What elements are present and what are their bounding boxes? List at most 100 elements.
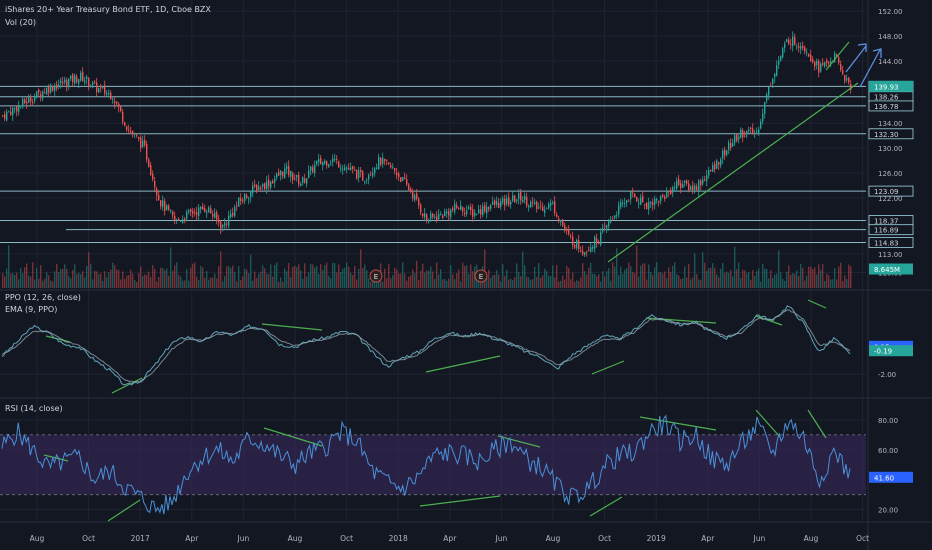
volume-bar — [582, 263, 584, 288]
candle-body — [412, 192, 414, 199]
candle-body — [68, 79, 70, 88]
volume-bar — [442, 279, 444, 288]
candle-body — [546, 208, 548, 210]
price-axis-tick-label: 152.00 — [878, 8, 903, 16]
candle-body — [300, 183, 302, 187]
candle-body — [828, 62, 830, 64]
volume-bar — [358, 268, 360, 288]
candle-body — [118, 103, 120, 108]
volume-bar — [814, 267, 816, 288]
candle-body — [234, 207, 236, 217]
candle-body — [120, 106, 122, 112]
volume-bar — [140, 266, 142, 288]
volume-bar — [504, 275, 506, 288]
volume-bar — [146, 275, 148, 288]
volume-bar — [654, 267, 656, 288]
candle-body — [660, 196, 662, 202]
rsi-divergence-line — [589, 496, 623, 517]
volume-bar — [84, 277, 86, 288]
ppo-divergence-line — [45, 335, 71, 343]
volume-bar — [728, 273, 730, 288]
candle-body — [126, 126, 128, 130]
volume-bar — [592, 273, 594, 288]
volume-bar — [246, 269, 248, 288]
candle-body — [208, 207, 210, 213]
candle-body — [850, 83, 852, 90]
volume-bar — [692, 277, 694, 288]
volume-bar — [100, 273, 102, 288]
x-axis-tick-label: 2018 — [389, 534, 408, 543]
volume-bar — [628, 262, 630, 288]
volume-bar — [262, 265, 264, 288]
earnings-marker-icon — [474, 269, 488, 283]
candle-body — [12, 107, 14, 116]
volume-bar — [576, 280, 578, 288]
volume-bar — [590, 262, 592, 288]
candle-body — [834, 53, 836, 63]
candle-body — [220, 221, 222, 229]
candle-body — [212, 213, 214, 217]
volume-bar — [530, 280, 532, 288]
candle-body — [380, 158, 382, 165]
candle-body — [186, 211, 188, 219]
level-label-box — [868, 237, 914, 248]
candle-body — [342, 169, 344, 171]
volume-bar — [116, 269, 118, 288]
volume-bar — [204, 277, 206, 288]
earnings-marker-icon — [369, 269, 383, 283]
price-chart-title: iShares 20+ Year Treasury Bond ETF, 1D, … — [5, 5, 211, 14]
candle-body — [166, 205, 168, 210]
volume-bar — [126, 275, 128, 288]
rsi-axis-tick-label: 60.00 — [878, 447, 898, 455]
candle-body — [198, 207, 200, 216]
candle-body — [390, 165, 392, 168]
volume-bar — [120, 279, 122, 288]
volume-bar — [108, 272, 110, 288]
candle-body — [112, 99, 114, 101]
volume-bar — [86, 265, 88, 288]
rsi-divergence-line — [639, 416, 717, 431]
candle-body — [398, 173, 400, 177]
volume-bar — [400, 273, 402, 288]
candle-body — [140, 137, 142, 148]
volume-bar — [764, 268, 766, 288]
earnings-marker-label: E — [374, 273, 378, 281]
candle-body — [596, 238, 598, 244]
volume-bar — [680, 279, 682, 288]
candle-body — [116, 101, 118, 104]
candle-body — [38, 89, 40, 93]
volume-bar — [734, 246, 736, 288]
candle-body — [324, 160, 326, 164]
volume-bar — [416, 260, 418, 288]
volume-bar — [638, 276, 640, 288]
candle-body — [22, 99, 24, 106]
candle-body — [554, 200, 556, 214]
candle-body — [92, 82, 94, 86]
volume-bar — [828, 275, 830, 288]
candle-body — [294, 178, 296, 180]
volume-bar — [384, 268, 386, 288]
volume-bar — [816, 274, 818, 288]
candle-body — [572, 236, 574, 246]
candle-body — [26, 101, 28, 104]
volume-bar — [242, 276, 244, 288]
candle-body — [30, 97, 32, 102]
candle-body — [528, 205, 530, 208]
volume-bar — [556, 264, 558, 288]
candle-body — [298, 174, 300, 185]
volume-bar — [456, 273, 458, 288]
candle-body — [698, 180, 700, 191]
candle-body — [728, 142, 730, 150]
volume-bar — [710, 267, 712, 288]
volume-bar — [94, 270, 96, 288]
volume-bar — [258, 273, 260, 288]
candle-body — [306, 178, 308, 184]
candle-body — [378, 156, 380, 169]
volume-bar — [334, 263, 336, 288]
candle-body — [772, 78, 774, 85]
volume-bar — [182, 280, 184, 288]
volume-bar — [532, 279, 534, 288]
candle-body — [424, 213, 426, 218]
candle-body — [770, 85, 772, 87]
